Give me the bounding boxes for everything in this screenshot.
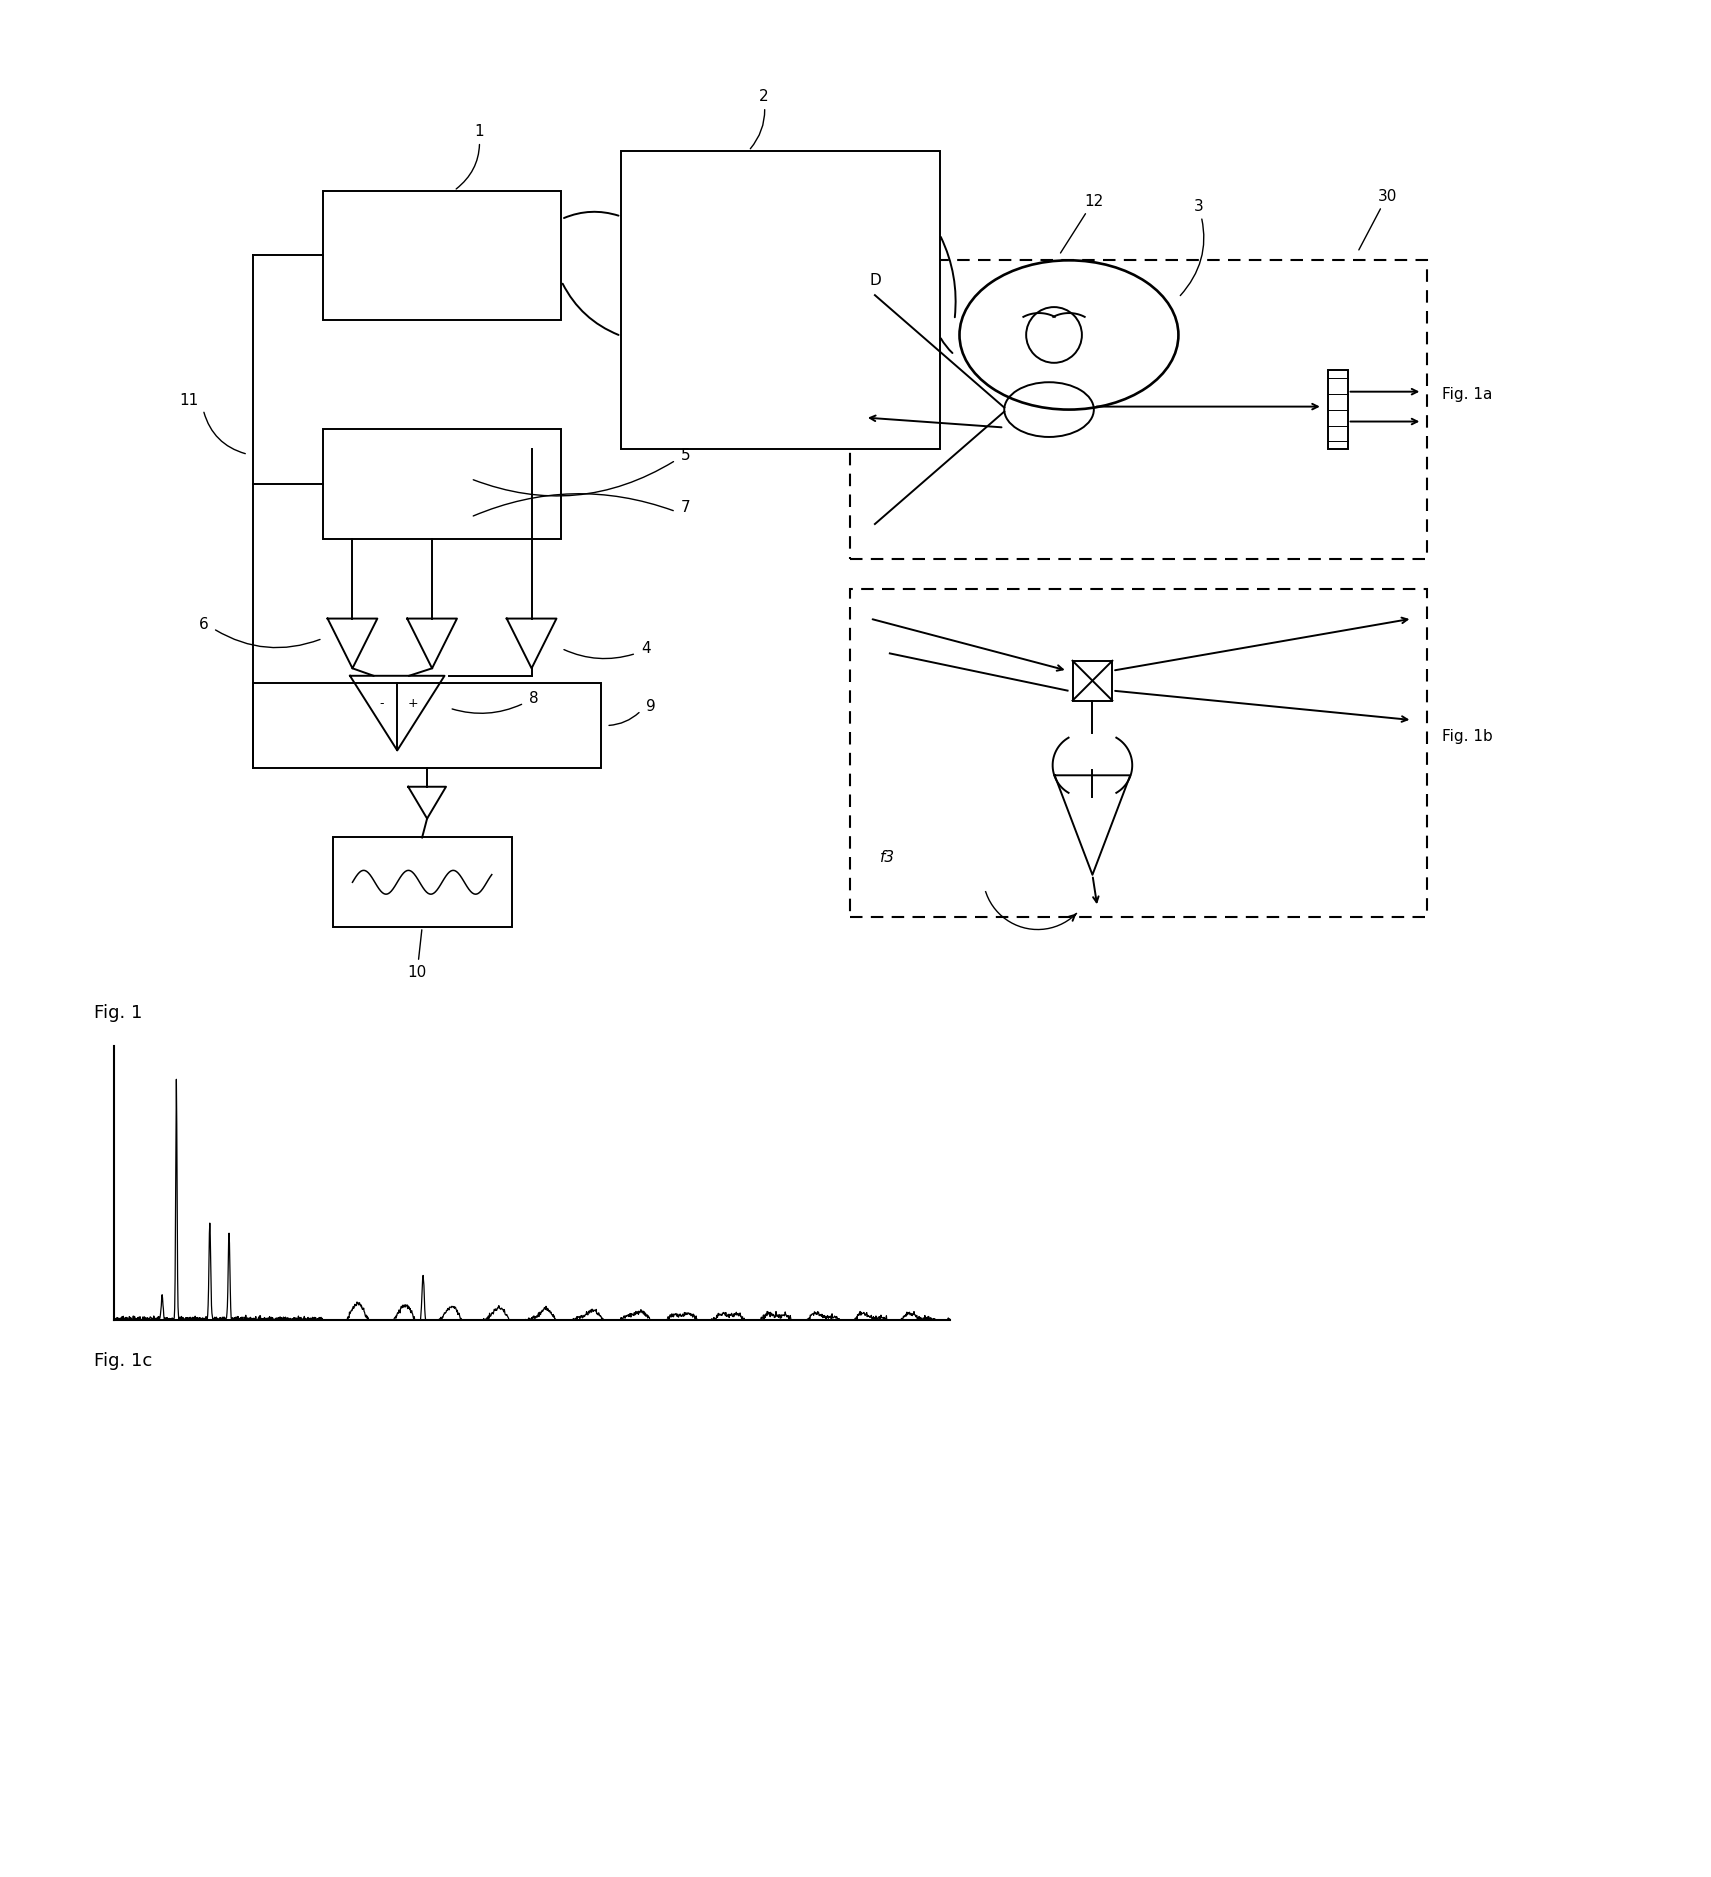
Text: 3: 3 [1181, 199, 1205, 295]
Text: f3: f3 [879, 850, 895, 865]
Polygon shape [1052, 738, 1133, 792]
Polygon shape [351, 676, 445, 751]
Bar [1073, 661, 1112, 700]
Text: 5: 5 [681, 449, 691, 464]
Text: 11: 11 [180, 392, 198, 407]
Polygon shape [1054, 775, 1131, 875]
Text: -: - [380, 696, 383, 710]
Bar [323, 430, 561, 539]
Bar [323, 191, 561, 319]
Text: 1: 1 [457, 124, 484, 190]
Text: Fig. 1c: Fig. 1c [94, 1351, 152, 1370]
Polygon shape [409, 786, 447, 818]
Text: 10: 10 [407, 929, 426, 980]
Text: 30: 30 [1359, 188, 1396, 250]
Text: Fig. 1a: Fig. 1a [1442, 387, 1492, 402]
Polygon shape [407, 619, 457, 668]
Text: 7: 7 [681, 499, 691, 514]
Text: Fig. 1b: Fig. 1b [1442, 728, 1494, 743]
Bar [1328, 370, 1348, 449]
Polygon shape [506, 619, 556, 668]
Text: +: + [407, 696, 417, 710]
Text: Fig. 1: Fig. 1 [94, 1004, 142, 1021]
Text: D: D [869, 274, 881, 289]
Text: 9: 9 [647, 698, 655, 713]
Bar [332, 837, 512, 927]
Text: 6: 6 [198, 616, 209, 631]
Bar [850, 589, 1427, 918]
Text: 12: 12 [1061, 193, 1104, 253]
Text: 8: 8 [529, 691, 539, 706]
Bar [253, 683, 601, 768]
Text: 2: 2 [751, 88, 768, 148]
Bar [850, 261, 1427, 559]
Text: 4: 4 [642, 642, 650, 657]
Polygon shape [327, 619, 378, 668]
Bar [621, 150, 939, 449]
